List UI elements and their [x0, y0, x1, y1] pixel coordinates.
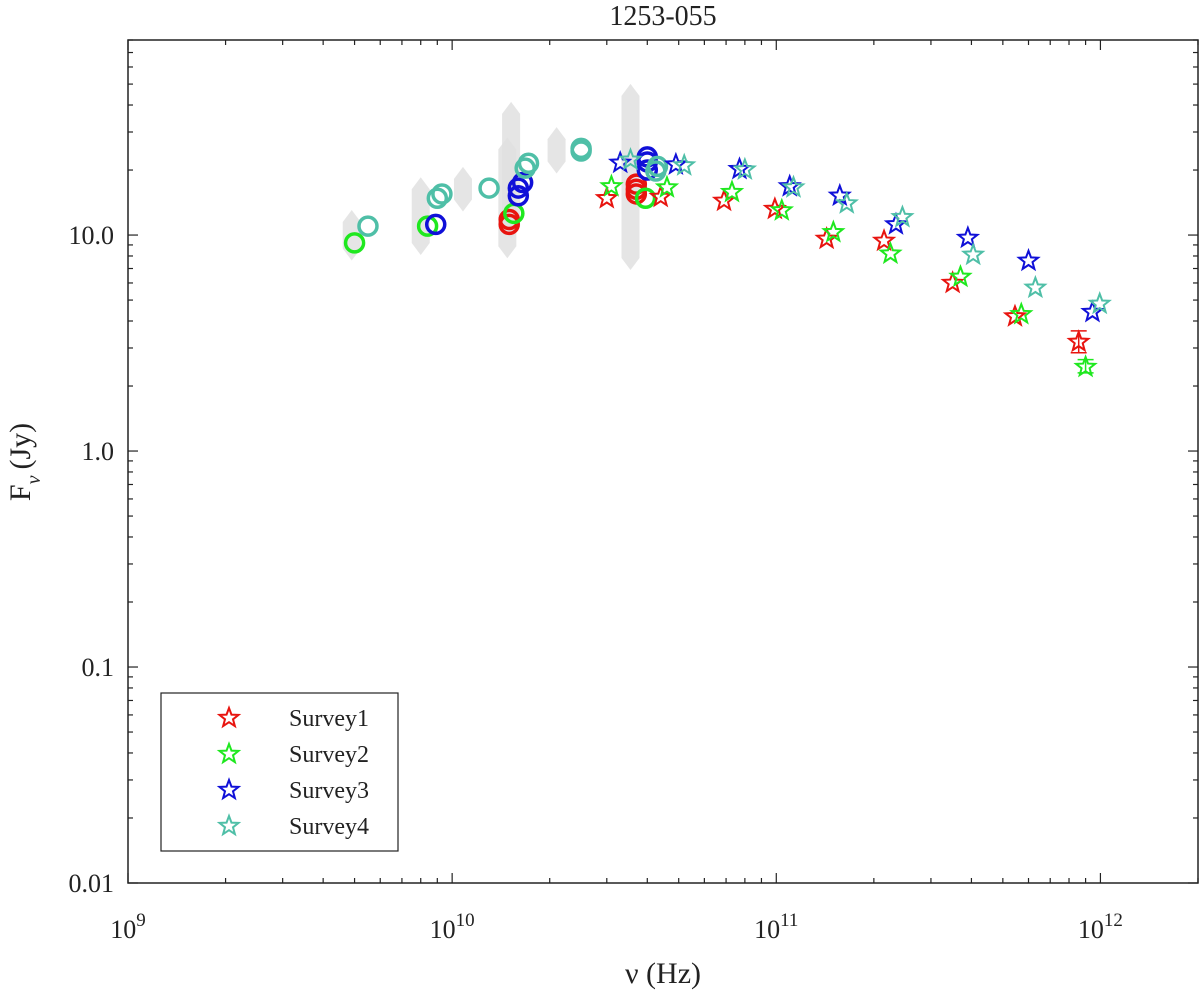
circle-marker [343, 232, 366, 254]
star-marker [711, 187, 737, 212]
y-tick-label: 0.1 [82, 653, 115, 682]
circle-marker [636, 159, 659, 181]
circle-marker [570, 137, 592, 160]
star-marker [672, 152, 697, 176]
y-tick-label: 10.0 [69, 221, 115, 250]
star-marker [594, 185, 620, 209]
x-tick-exponent: 9 [136, 910, 146, 931]
legend-label: Survey1 [289, 706, 369, 732]
y-axis-label-sub: ν [23, 475, 45, 484]
circle-marker [357, 215, 379, 237]
axis-ticks [127, 39, 1199, 884]
star-marker [1073, 354, 1098, 378]
star-marker [890, 204, 915, 228]
range-marker [547, 127, 566, 174]
x-tick-exponent: 11 [780, 910, 798, 931]
legend-star [216, 705, 242, 729]
circle-marker [416, 215, 439, 237]
x-tick-exponent: 10 [456, 910, 475, 931]
circle-markers [343, 137, 669, 254]
star-marker [1016, 247, 1041, 272]
star-marker [648, 184, 673, 208]
y-tick-label: 1.0 [82, 437, 115, 466]
star-marker [821, 219, 846, 243]
star-marker [940, 270, 965, 294]
star-marker [960, 241, 986, 266]
range-markers [342, 83, 640, 271]
circle-marker [478, 177, 500, 199]
star-marker [871, 228, 897, 252]
star-marker [618, 146, 643, 171]
star-marker [948, 264, 973, 288]
circle-marker [507, 177, 530, 199]
range-marker [453, 166, 472, 212]
star-marker [955, 225, 981, 249]
star-marker [1009, 301, 1034, 325]
legend-label: Survey4 [289, 814, 369, 840]
star-marker [654, 174, 680, 198]
star-marker [1087, 291, 1112, 315]
circle-marker [634, 187, 657, 210]
x-tick-exponent: 12 [1104, 910, 1123, 931]
y-axis-label-unit: (Jy) [4, 423, 37, 470]
star-marker [834, 190, 860, 214]
legend-star [216, 777, 242, 801]
star-marker [732, 156, 758, 180]
x-tick-base: 10 [110, 915, 136, 944]
circle-marker [426, 187, 449, 210]
circle-marker [424, 213, 447, 236]
x-tick-label: 1010 [430, 910, 475, 944]
star-marker [607, 149, 633, 174]
legend-star [216, 741, 242, 765]
star-marker [1023, 274, 1048, 299]
star-marker [1066, 329, 1091, 353]
x-tick-label: 1011 [754, 910, 798, 944]
star-marker [599, 173, 624, 197]
x-axis-label: ν (Hz) [625, 957, 701, 990]
x-tick-base: 10 [754, 915, 780, 944]
legend-items: Survey1 Survey2 Survey3 Survey4 [216, 705, 369, 840]
star-marker [762, 196, 788, 220]
circle-marker [507, 185, 530, 207]
circle-marker [511, 171, 534, 194]
legend-star [216, 813, 242, 837]
star-marker [781, 174, 806, 198]
x-tick-label: 1012 [1078, 910, 1123, 944]
chart-title: 1253-055 [609, 1, 716, 32]
y-tick-labels: 0.01 0.1 1.0 10.0 [69, 221, 115, 898]
x-tick-base: 10 [1078, 915, 1104, 944]
y-axis-label-main: F [4, 484, 37, 501]
legend: Survey1 Survey2 Survey3 Survey4 [160, 692, 399, 852]
circle-marker [431, 183, 453, 205]
legend-label: Survey2 [289, 742, 369, 768]
x-tick-base: 10 [430, 915, 456, 944]
x-tick-labels: 109 1010 1011 1012 [110, 910, 1123, 944]
circle-marker [646, 155, 669, 178]
star-markers [594, 146, 1112, 378]
y-tick-label: 0.01 [69, 869, 115, 898]
y-axis-label: Fν (Jy) [4, 423, 45, 501]
circle-marker [517, 152, 540, 175]
star-marker [769, 197, 795, 221]
x-tick-label: 109 [110, 910, 146, 944]
star-marker [719, 179, 745, 203]
legend-box [160, 692, 399, 852]
y-axis-label-text: Fν (Jy) [4, 423, 45, 501]
star-marker [1080, 299, 1105, 323]
legend-label: Survey3 [289, 778, 369, 804]
star-marker [878, 240, 903, 265]
